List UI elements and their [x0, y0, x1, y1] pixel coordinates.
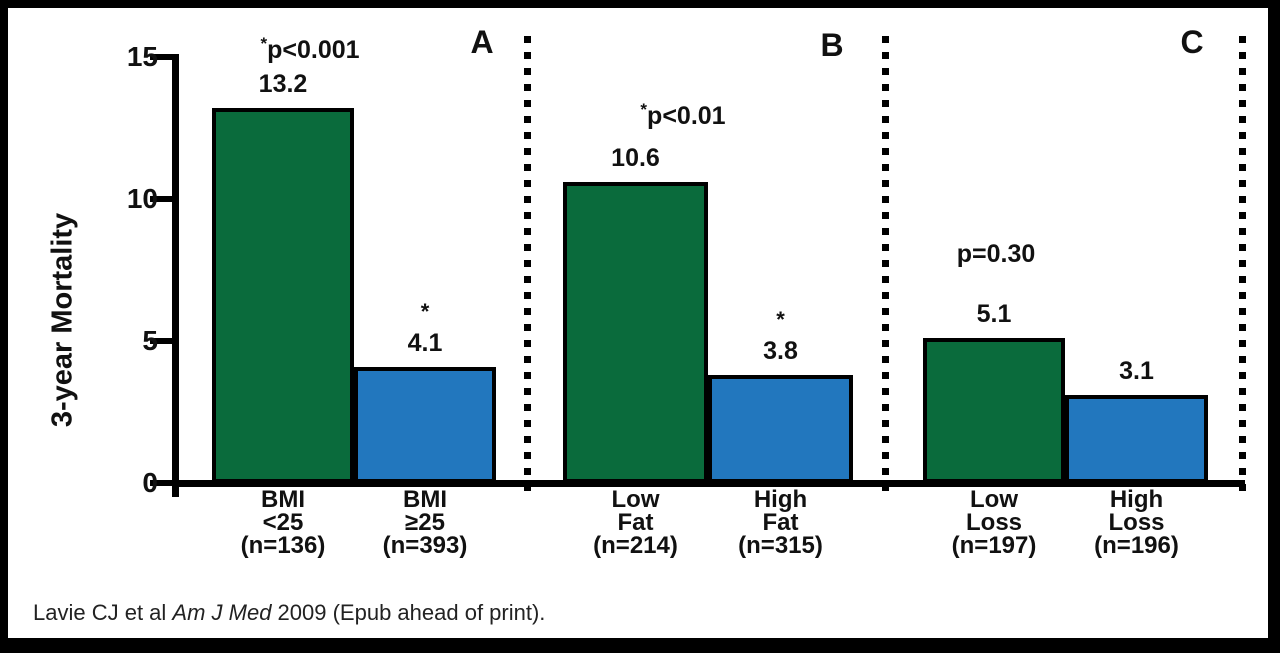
y-axis-title: 3-year Mortality	[46, 212, 79, 428]
bar-b1	[563, 182, 708, 483]
y-tick-label: 5	[142, 325, 158, 356]
panel-divider	[882, 36, 889, 498]
bar-value-label: 5.1	[976, 300, 1012, 328]
x-axis-label: BMI <25 (n=136)	[240, 486, 326, 559]
x-axis-label: Low Loss (n=197)	[951, 486, 1037, 559]
bar-a1	[212, 108, 354, 483]
bar-b2	[708, 375, 853, 483]
bar-c2	[1065, 395, 1208, 483]
citation-suffix: 2009 (Epub ahead of print).	[271, 600, 546, 625]
x-axis-label: Low Fat (n=214)	[593, 486, 678, 559]
p-value-label-b: *p<0.01	[640, 100, 726, 130]
citation-prefix: Lavie CJ et al	[33, 600, 173, 625]
y-tick-label: 0	[142, 467, 158, 498]
p-value-label-a: *p<0.001	[260, 34, 360, 64]
bar-c1	[923, 338, 1065, 483]
significance-asterisk: *	[776, 307, 785, 332]
panel-divider	[1239, 36, 1246, 498]
y-tick-mark	[150, 196, 172, 202]
x-axis-label: High Fat (n=315)	[738, 486, 823, 559]
bar-a2	[354, 367, 496, 483]
citation-journal: Am J Med	[172, 600, 272, 625]
bar-value-label: 4.1	[407, 329, 443, 357]
panel-divider	[524, 36, 531, 498]
y-tick-label: 15	[126, 41, 158, 72]
x-axis-label: High Loss (n=196)	[1094, 486, 1179, 559]
bar-value-label: 13.2	[258, 70, 308, 98]
y-tick-mark	[150, 480, 172, 486]
x-axis-label: BMI ≥25 (n=393)	[382, 486, 468, 559]
y-tick-mark	[150, 54, 172, 60]
citation: Lavie CJ et al Am J Med 2009 (Epub ahead…	[33, 600, 545, 626]
y-tick-label: 10	[126, 183, 158, 214]
panel-letter-c: C	[1180, 24, 1204, 60]
bar-value-label: 10.6	[611, 144, 660, 172]
bar-value-label: 3.8	[763, 337, 798, 365]
bar-value-label: 3.1	[1119, 357, 1154, 385]
significance-asterisk: *	[420, 299, 430, 324]
x-axis-line	[172, 480, 1245, 487]
p-value-label-c: p=0.30	[956, 240, 1036, 268]
y-tick-mark	[150, 338, 172, 344]
panel-letter-a: A	[470, 24, 494, 60]
panel-letter-b: B	[820, 27, 844, 63]
y-axis-line	[172, 54, 179, 497]
